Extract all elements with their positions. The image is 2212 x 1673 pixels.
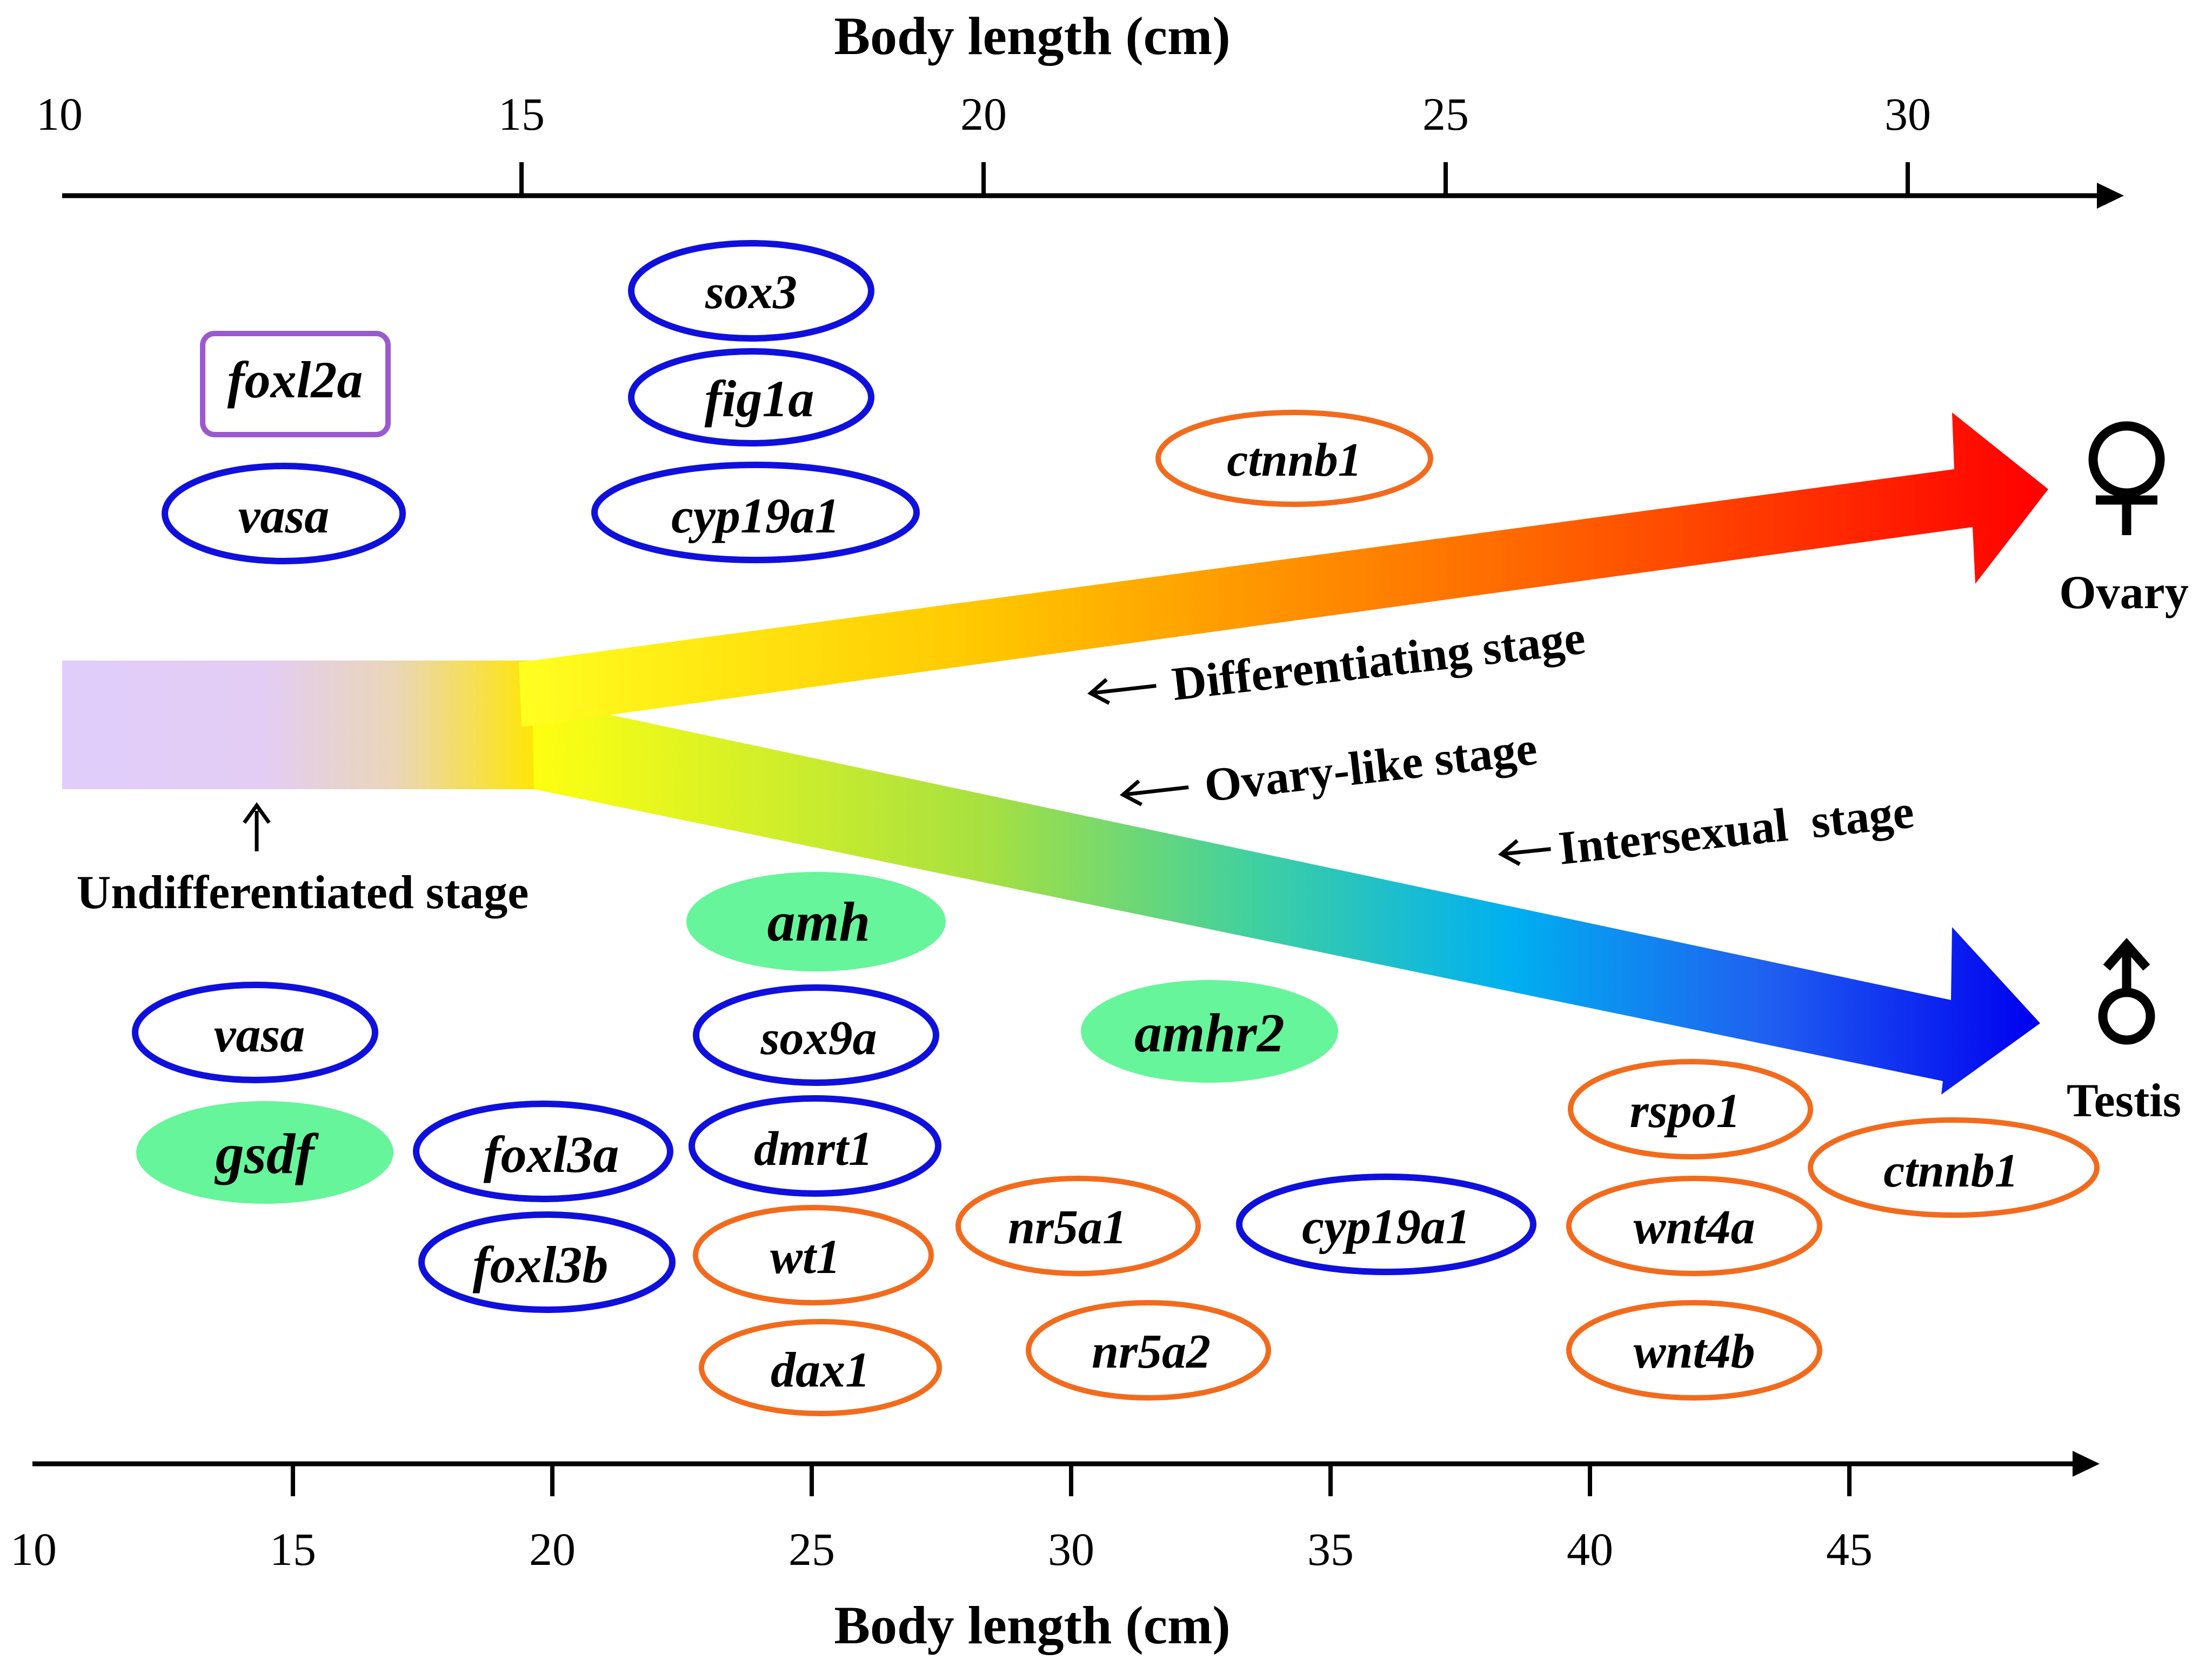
male-symbol-icon (2098, 938, 2155, 1045)
gene-label: sox9a (760, 1011, 877, 1065)
axis-tick-label: 15 (498, 88, 545, 140)
axis-tick-label: 10 (10, 1523, 57, 1575)
gene-label: foxl2a (228, 351, 363, 409)
testis-genes: amh vasa gsdf foxl3a foxl3b sox9a dmrt1 (132, 872, 2100, 1416)
gene-rspo1: rspo1 (1568, 1059, 1813, 1159)
gene-cyp19a1: cyp19a1 (591, 462, 920, 563)
undifferentiated-stage-label: Undifferentiated stage (77, 867, 529, 919)
axis-tick-label: 30 (1048, 1523, 1094, 1575)
bottom-axis: 10 15 20 25 30 35 40 45 Body length (cm) (10, 1451, 2100, 1655)
bottom-axis-arrowhead (2073, 1451, 2100, 1477)
axis-tick-label: 25 (788, 1523, 835, 1575)
axis-tick-label: 30 (1884, 88, 1931, 140)
gene-foxl3b: foxl3b (418, 1211, 676, 1313)
top-axis: Body length (cm) 10 15 20 25 30 (36, 6, 2124, 209)
up-arrow-head (243, 802, 271, 824)
left-arrow-shaft (1091, 684, 1157, 695)
intersexual-stage-label: Intersexual stage (1556, 785, 1916, 875)
gene-foxl3a: foxl3a (413, 1101, 673, 1202)
female-outcome: Ovary (2059, 421, 2189, 619)
male-label: Testis (2067, 1075, 2181, 1127)
gene-label: nr5a2 (1092, 1325, 1211, 1378)
gene-label: rspo1 (1629, 1084, 1740, 1138)
intersexual-stage-marker: Intersexual stage (1498, 785, 1916, 875)
gene-ctnnb1: ctnnb1 (1808, 1117, 2100, 1218)
ovary-like-stage-label: Ovary-like stage (1202, 722, 1540, 812)
gene-amhr2: amhr2 (1081, 980, 1338, 1083)
gene-nr5a1: nr5a1 (955, 1176, 1201, 1276)
gene-label: wnt4b (1633, 1325, 1755, 1378)
top-axis-arrowhead (2097, 183, 2124, 209)
female-symbol-icon (2088, 421, 2165, 535)
gene-wnt4b: wnt4b (1566, 1300, 1822, 1401)
ovary-genes: foxl2a vasa sox3 fig1a cyp19a1 ctnnb1 (162, 240, 1433, 564)
undifferentiated-stage-marker: Undifferentiated stage (77, 802, 529, 919)
gene-wt1: wt1 (693, 1205, 934, 1305)
gene-label: nr5a1 (1008, 1201, 1127, 1254)
gene-dmrt1: dmrt1 (689, 1095, 941, 1197)
top-axis-ticks: 10 15 20 25 30 (36, 88, 1931, 196)
axis-tick-label: 45 (1826, 1523, 1873, 1575)
ovary-like-stage-marker: Ovary-like stage (1119, 722, 1540, 812)
gene-label: ctnnb1 (1883, 1145, 2018, 1197)
gene-label: dmrt1 (754, 1122, 873, 1176)
gene-label: cyp19a1 (1302, 1199, 1471, 1254)
gene-label: amhr2 (1134, 1003, 1285, 1064)
gene-label: vasa (238, 488, 330, 543)
gene-vasa: vasa (132, 982, 378, 1083)
left-arrow-shaft (1124, 785, 1189, 797)
axis-tick-label: 35 (1307, 1523, 1354, 1575)
gene-label: ctnnb1 (1227, 434, 1361, 486)
left-arrow-head (1498, 839, 1521, 866)
axis-tick-label: 20 (529, 1523, 576, 1575)
axis-tick-label: 40 (1567, 1523, 1613, 1575)
axis-tick-label: 25 (1422, 88, 1469, 140)
axis-tick-label: 15 (270, 1523, 316, 1575)
gene-nr5a2: nr5a2 (1026, 1300, 1271, 1401)
gene-wnt4a: wnt4a (1566, 1176, 1822, 1276)
gene-label: vasa (214, 1007, 305, 1062)
testis-arrow (532, 700, 2040, 1095)
gene-label: wt1 (770, 1230, 840, 1284)
gene-dax1: dax1 (699, 1319, 942, 1416)
undifferentiated-bar (62, 661, 538, 789)
male-outcome: Testis (2067, 938, 2181, 1127)
gene-label: sox3 (705, 265, 797, 319)
gene-sox9a: sox9a (693, 984, 939, 1086)
bottom-axis-ticks: 10 15 20 25 30 35 40 45 (10, 1464, 1873, 1575)
gene-label: gsdf (215, 1122, 319, 1185)
gene-sox3: sox3 (628, 240, 874, 342)
gene-label: wnt4a (1633, 1201, 1755, 1254)
gene-ctnnb1: ctnnb1 (1155, 410, 1433, 507)
gene-label: dax1 (771, 1342, 870, 1397)
axis-tick-label: 20 (960, 88, 1007, 140)
left-arrow-shaft (1502, 847, 1551, 856)
gene-gsdf: gsdf (136, 1101, 393, 1204)
gene-label: foxl3a (484, 1125, 619, 1183)
gene-label: fig1a (705, 370, 814, 428)
gene-vasa: vasa (162, 463, 406, 564)
gene-foxl2a: foxl2a (200, 331, 391, 437)
bottom-axis-title: Body length (cm) (834, 1595, 1230, 1655)
gene-label: amh (767, 891, 871, 953)
gene-cyp19a1: cyp19a1 (1236, 1174, 1536, 1275)
top-axis-title: Body length (cm) (834, 6, 1230, 66)
gene-fig1a: fig1a (628, 348, 874, 446)
left-arrow-head (1119, 779, 1142, 806)
axis-tick-label: 10 (36, 88, 83, 140)
ovary-arrow (519, 412, 2048, 727)
female-label: Ovary (2059, 566, 2189, 619)
gene-label: foxl3b (473, 1236, 609, 1294)
gene-amh: amh (686, 872, 946, 971)
left-arrow-head (1087, 678, 1111, 705)
gene-label: cyp19a1 (671, 488, 840, 543)
